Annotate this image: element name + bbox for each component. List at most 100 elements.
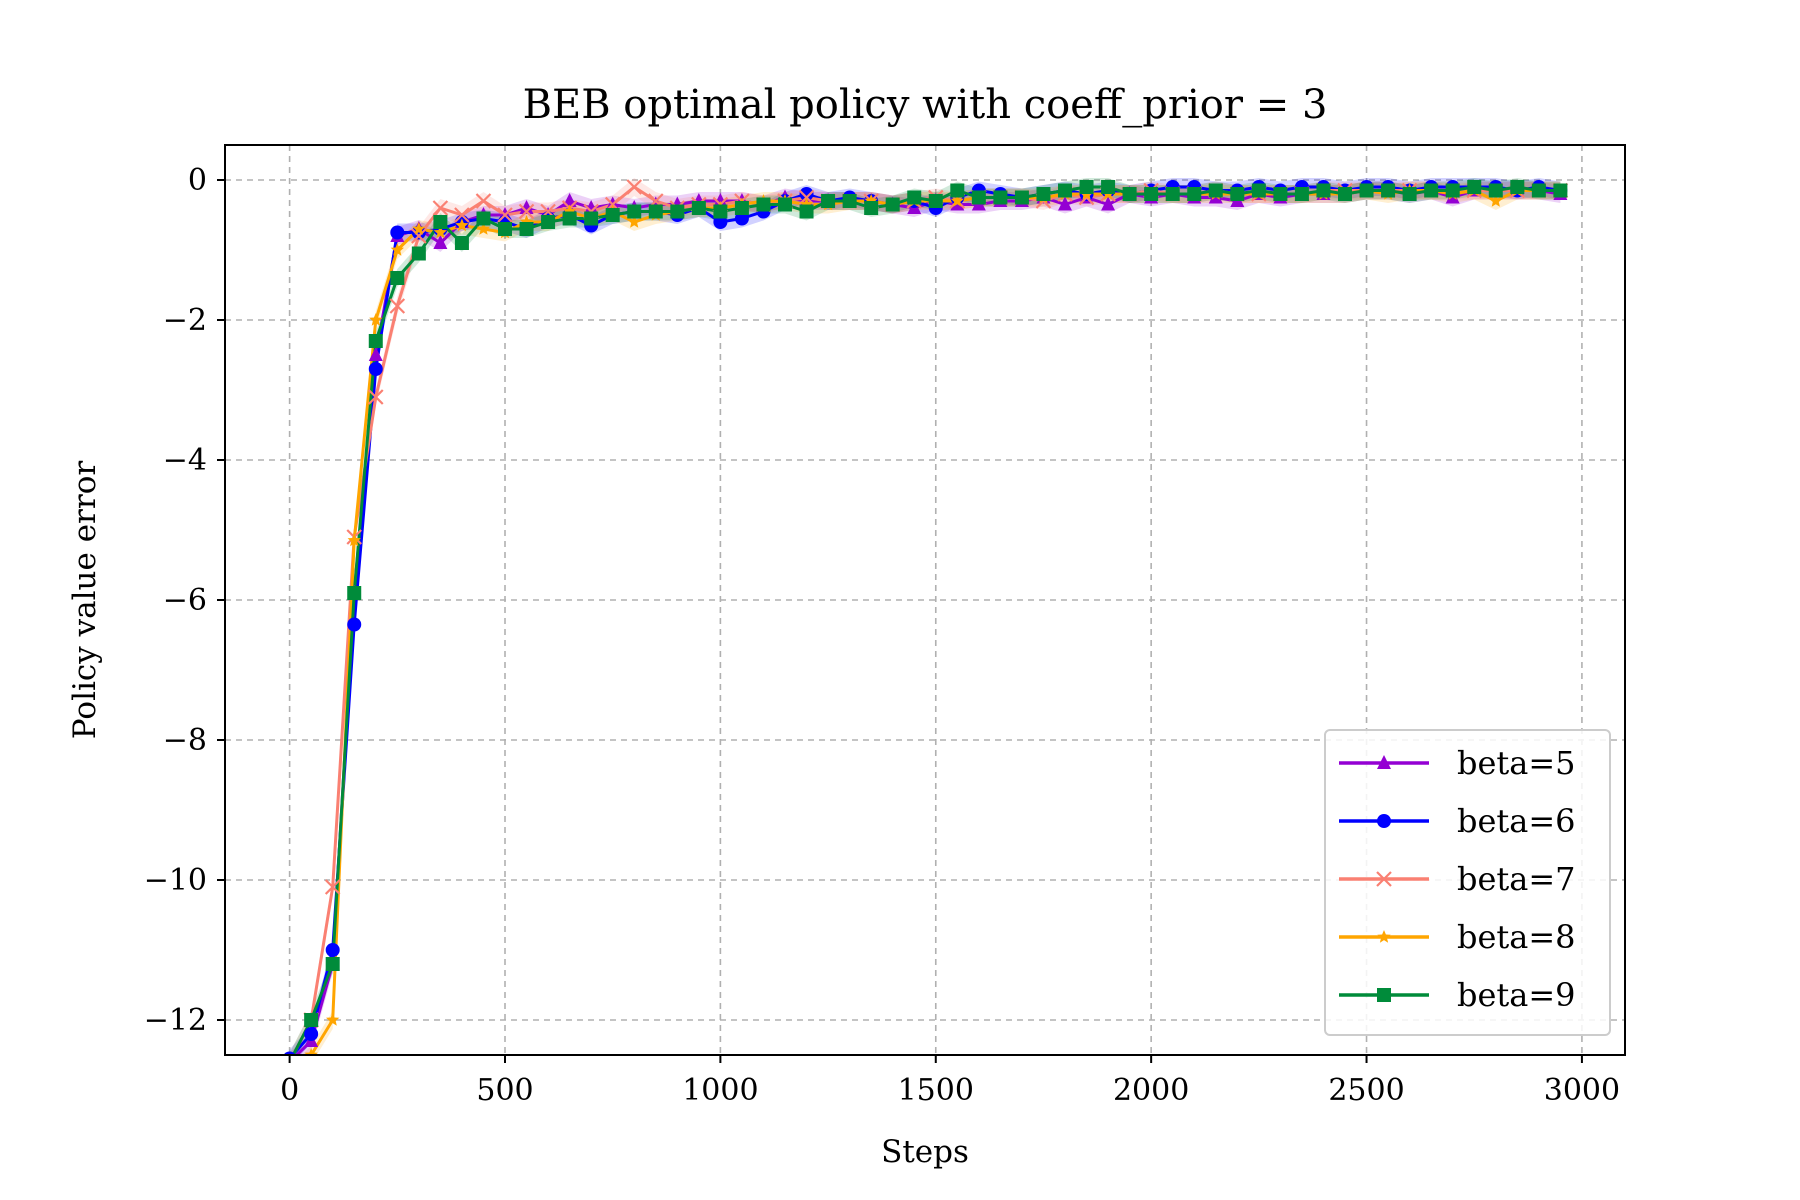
point-beta=9 [562, 211, 577, 226]
x-tick-label: 500 [476, 1073, 533, 1108]
point-beta=9 [1251, 183, 1266, 198]
point-beta=9 [1165, 187, 1180, 201]
x-axis-ticks: 0 500 1000 1500 2000 2500 3000 [280, 1055, 1620, 1108]
point-beta=9 [1079, 180, 1094, 194]
point-beta=9 [648, 204, 663, 219]
point-beta=5 [368, 347, 383, 361]
y-tick-label: −10 [144, 863, 207, 898]
point-beta=9 [1488, 183, 1503, 198]
point-beta=7 [497, 207, 513, 223]
point-beta=9 [1058, 183, 1072, 198]
legend-label: beta=9 [1457, 976, 1576, 1014]
y-tick-label: 0 [188, 163, 207, 198]
point-beta=9 [950, 183, 965, 198]
point-beta=9 [325, 957, 340, 971]
point-beta=9 [1402, 187, 1417, 201]
point-beta=7 [454, 207, 470, 223]
point-beta=5 [1101, 196, 1116, 211]
point-beta=9 [907, 190, 922, 205]
point-beta=9 [1445, 183, 1460, 198]
y-tick-label: −2 [163, 303, 207, 338]
point-beta=6 [799, 187, 814, 201]
point-beta=5 [433, 235, 448, 249]
point-beta=9 [1510, 180, 1525, 194]
point-beta=9 [1467, 180, 1482, 194]
x-tick-label: 1500 [898, 1073, 974, 1108]
point-beta=5 [584, 200, 599, 214]
legend-marker [1376, 871, 1392, 887]
point-beta=7 [324, 879, 341, 895]
point-beta=9 [756, 197, 771, 212]
point-beta=8 [627, 215, 641, 228]
y-tick-label: −8 [163, 723, 207, 758]
point-beta=6 [325, 943, 340, 957]
point-beta=8 [390, 243, 404, 256]
point-beta=9 [993, 190, 1008, 205]
legend-label: beta=6 [1457, 802, 1576, 840]
point-beta=9 [519, 222, 534, 236]
point-beta=9 [1230, 187, 1245, 201]
legend-marker [1377, 814, 1391, 828]
point-beta=9 [821, 194, 836, 208]
point-beta=8 [304, 1048, 318, 1055]
point-beta=7 [518, 203, 535, 220]
point-beta=9 [971, 190, 986, 205]
x-tick-label: 2000 [1113, 1073, 1189, 1108]
point-beta=6 [368, 362, 383, 376]
point-beta=9 [1187, 187, 1202, 201]
point-beta=9 [476, 211, 491, 226]
point-beta=5 [713, 193, 728, 207]
point-beta=9 [1316, 183, 1331, 198]
y-tick-label: −4 [163, 443, 207, 478]
legend-label: beta=5 [1457, 744, 1576, 782]
point-beta=8 [369, 313, 383, 326]
point-beta=9 [1338, 187, 1352, 201]
point-beta=7 [432, 200, 449, 216]
point-beta=6 [304, 1027, 319, 1041]
point-beta=9 [1553, 183, 1568, 198]
point-beta=9 [1208, 183, 1223, 198]
chart-title: BEB optimal policy with coeff_prior = 3 [523, 82, 1328, 128]
x-tick-label: 1000 [682, 1073, 758, 1108]
point-beta=9 [454, 236, 469, 250]
point-beta=8 [412, 222, 426, 235]
legend-label: beta=8 [1457, 918, 1576, 956]
legend-marker [1377, 930, 1391, 943]
point-beta=9 [1273, 187, 1288, 201]
point-beta=5 [519, 200, 534, 214]
point-beta=9 [691, 201, 706, 215]
legend-label: beta=7 [1457, 860, 1576, 898]
legend-marker [1377, 988, 1391, 1002]
point-beta=9 [864, 201, 879, 215]
point-beta=9 [1531, 183, 1546, 198]
point-beta=9 [928, 194, 943, 208]
y-tick-label: −6 [163, 583, 207, 618]
legend-marker [1377, 755, 1391, 769]
point-beta=9 [885, 197, 900, 212]
point-beta=9 [411, 246, 426, 261]
point-beta=9 [1122, 187, 1137, 201]
x-tick-label: 2500 [1328, 1073, 1404, 1108]
x-tick-label: 3000 [1544, 1073, 1620, 1108]
point-beta=9 [627, 204, 642, 219]
point-beta=9 [1144, 187, 1159, 201]
point-beta=9 [799, 204, 814, 219]
point-beta=9 [778, 197, 792, 212]
point-beta=7 [626, 179, 643, 195]
point-beta=9 [842, 194, 857, 208]
point-beta=9 [433, 215, 448, 229]
legend: beta=5 beta=6 beta=7 beta=8 beta=9 [1324, 729, 1611, 1036]
point-beta=9 [390, 271, 405, 285]
point-beta=9 [1424, 183, 1439, 198]
point-beta=8 [347, 533, 361, 547]
point-beta=9 [1359, 183, 1374, 198]
point-beta=8 [476, 222, 491, 235]
point-beta=9 [541, 215, 556, 229]
x-axis-label: Steps [881, 1134, 969, 1170]
legend-box [1324, 729, 1611, 1036]
point-beta=8 [326, 1013, 340, 1026]
point-beta=7 [367, 389, 384, 405]
point-beta=6 [347, 617, 362, 632]
point-beta=9 [670, 204, 685, 219]
